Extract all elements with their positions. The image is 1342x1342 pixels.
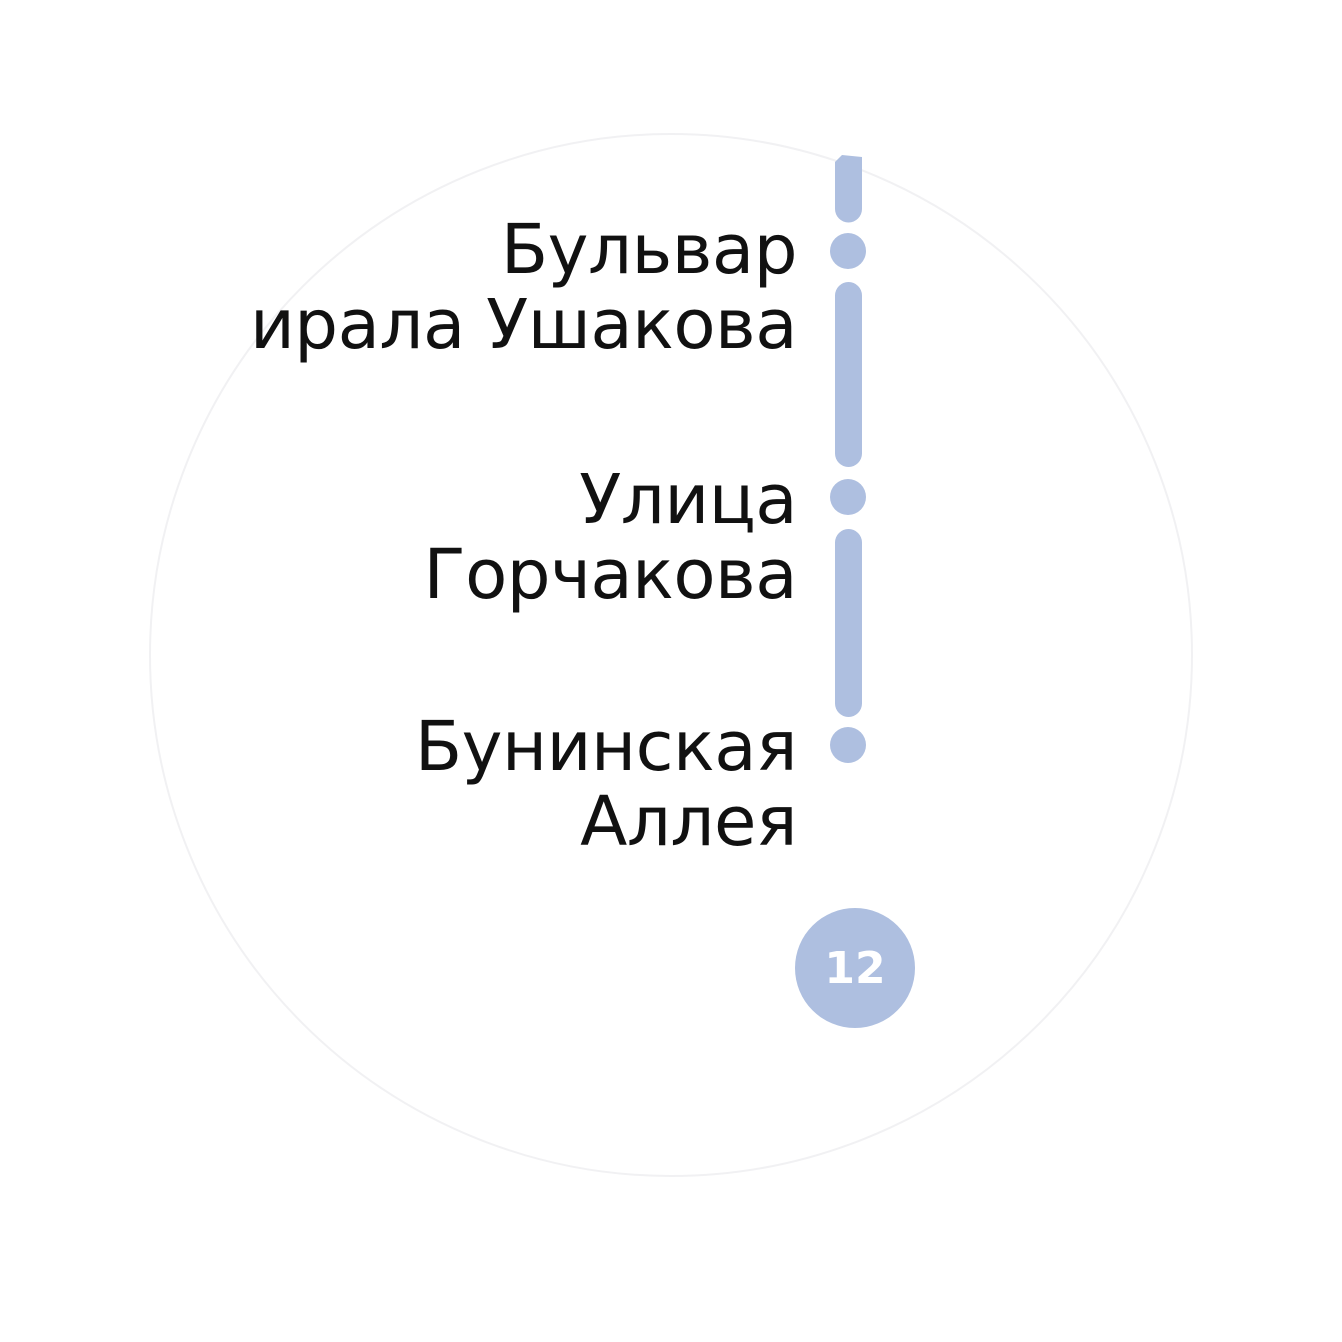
- magnifier-frame: [149, 133, 1193, 1177]
- station-label-line: Улица: [579, 460, 797, 540]
- station-label-line: Аллея: [580, 782, 797, 862]
- line-number-text: 12: [824, 942, 886, 994]
- station-label-bulvar-admirala-ushakova[interactable]: Бульвар ирала Ушакова: [249, 210, 798, 365]
- station-label-line: Горчакова: [423, 535, 798, 615]
- station-label-line: ирала Ушакова: [249, 285, 798, 365]
- line-number-badge[interactable]: 12: [795, 908, 915, 1028]
- station-label-ulitsa-gorchakova[interactable]: Улица Горчакова: [423, 460, 798, 615]
- station-labels: Бульвар ирала Ушакова Улица Горчакова Бу…: [248, 0, 808, 1342]
- station-label-buninskaya-alleya[interactable]: Бунинская Аллея: [414, 707, 798, 862]
- line-segment-top: [835, 155, 862, 223]
- station-dot-ulitsa-gorchakova[interactable]: [830, 479, 866, 515]
- station-label-line: Бунинская: [414, 707, 798, 787]
- line-segment-bottom: [835, 529, 862, 717]
- station-dot-bulvar-admirala-ushakova[interactable]: [830, 233, 866, 269]
- station-dot-buninskaya-alleya[interactable]: [830, 727, 866, 763]
- station-label-line: Бульвар: [500, 210, 798, 290]
- line-segment-middle: [835, 282, 862, 467]
